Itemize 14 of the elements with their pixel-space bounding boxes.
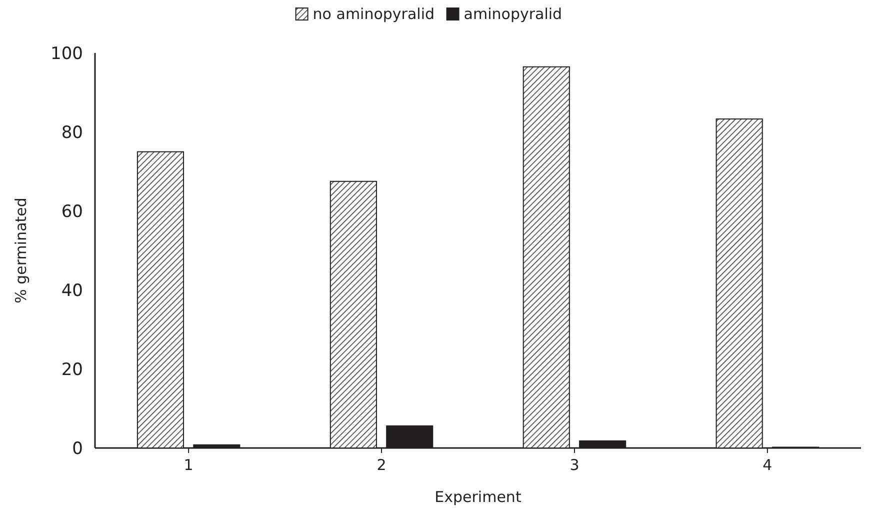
y-tick-label: 0 xyxy=(72,438,83,459)
y-tick-label: 20 xyxy=(61,360,83,380)
x-tick-label: 1 xyxy=(184,456,194,474)
y-tick-label: 80 xyxy=(61,122,83,143)
y-tick-label: 60 xyxy=(61,202,83,222)
x-tick-label: 2 xyxy=(376,456,386,474)
y-tick-label: 100 xyxy=(50,44,83,64)
x-tick-label: 3 xyxy=(570,456,580,474)
y-axis-title: % germinated xyxy=(12,198,30,304)
legend-label: no aminopyralid xyxy=(312,5,435,23)
y-tick-label: 40 xyxy=(61,280,83,301)
x-axis-title: Experiment xyxy=(434,488,522,506)
x-tick-label: 4 xyxy=(762,456,772,474)
legend-label: aminopyralid xyxy=(464,5,562,23)
